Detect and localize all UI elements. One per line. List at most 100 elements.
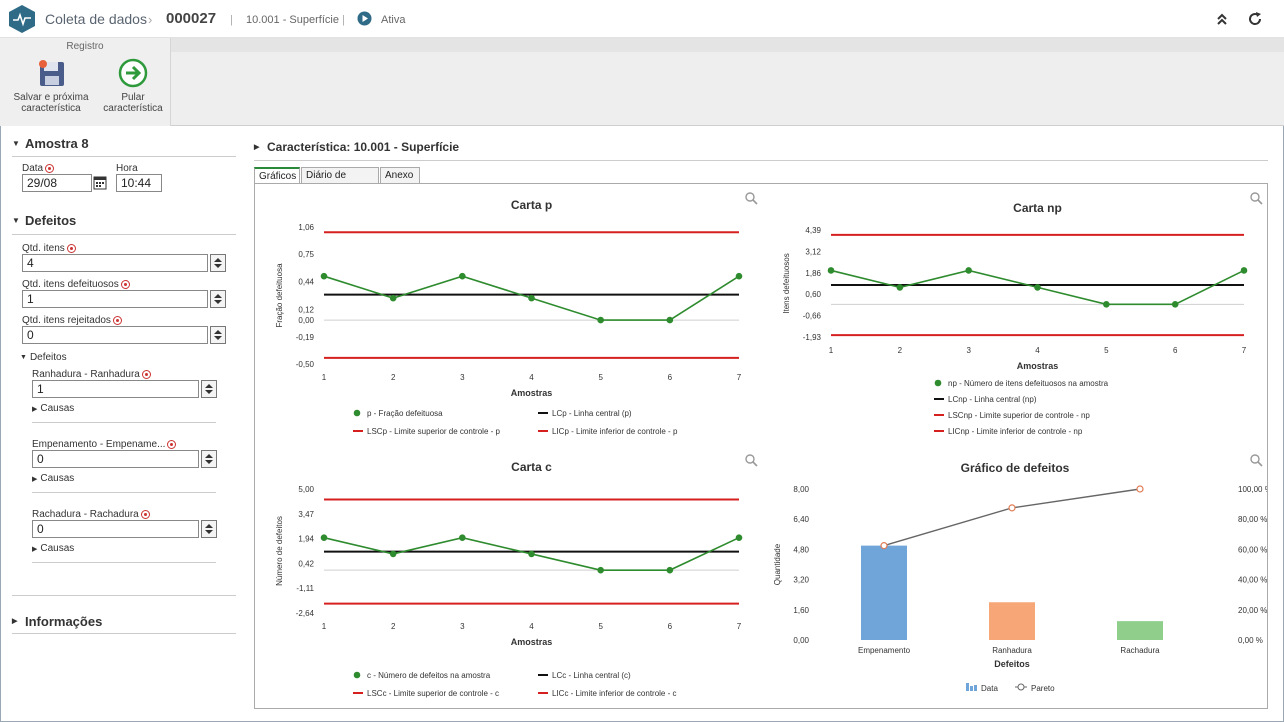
y-tick-label: 0,75 <box>298 250 314 259</box>
data-point <box>1171 301 1179 308</box>
y-tick-label: -1,11 <box>296 584 314 593</box>
y-tick-label: -2,64 <box>296 609 315 618</box>
info-section-header[interactable]: ▶ Informações <box>12 612 238 630</box>
x-tick-label: 7 <box>1242 346 1247 355</box>
legend-label: np - Número de itens defeituosos na amos… <box>948 379 1109 388</box>
characteristic-header[interactable]: ▶ Característica: 10.001 - Superfície <box>254 138 1268 156</box>
defect-qty-stepper[interactable] <box>201 450 217 468</box>
charts-canvas: Carta p1,060,750,440,120,00-0,19-0,501 2 3… <box>275 192 1267 698</box>
x-axis-label: Amostras <box>1017 361 1059 371</box>
zoom-icon[interactable] <box>1250 454 1263 467</box>
collapse-up-icon[interactable] <box>1213 10 1231 28</box>
qty-rejected-label: Qtd. itens rejeitados <box>22 315 122 326</box>
qty-items-label: Qtd. itens <box>22 243 76 254</box>
pareto-point <box>1008 504 1016 512</box>
defect-qty-stepper[interactable] <box>201 520 217 538</box>
data-point <box>735 272 743 280</box>
skip-label-1: Pular <box>121 92 145 103</box>
data-point <box>666 566 674 574</box>
data-point <box>320 534 328 541</box>
qty-items-stepper[interactable] <box>210 254 226 272</box>
left-panel: ▼ Amostra 8 Data 29/08 Hora 10:44 ▼ Defeit… <box>12 134 238 634</box>
x-tick-label: 3 <box>460 373 465 382</box>
zoom-icon[interactable] <box>1250 192 1263 205</box>
legend-label: LCp - Linha central (p) <box>552 409 632 418</box>
x-tick-label: 7 <box>737 373 742 382</box>
tab-anexo[interactable]: Anexo <box>380 167 420 184</box>
data-point <box>320 272 328 280</box>
causes-toggle[interactable]: ▶ Causas <box>32 473 74 484</box>
skip-button[interactable]: Pular característica <box>96 56 170 114</box>
data-point <box>459 272 466 280</box>
zoom-icon-lens <box>1250 192 1260 202</box>
x-tick-label: Rachadura <box>1120 646 1160 655</box>
zoom-icon[interactable] <box>745 454 758 467</box>
zoom-icon-handle <box>752 461 758 467</box>
time-input[interactable]: 10:44 <box>116 174 162 192</box>
qty-defective-input[interactable]: 1 <box>22 290 208 308</box>
data-point <box>528 550 535 558</box>
qty-items-input[interactable]: 4 <box>22 254 208 272</box>
module-title[interactable]: Coleta de dados <box>45 11 147 27</box>
defect-qty-input[interactable]: 1 <box>32 380 199 398</box>
y-tick-label: -0,19 <box>296 333 315 342</box>
y-tick-label: 0,00 <box>793 636 809 645</box>
defects-subsection-header[interactable]: ▼ Defeitos <box>20 352 238 363</box>
data-point <box>1240 267 1248 274</box>
causes-toggle[interactable]: ▶ Causas <box>32 543 74 554</box>
main-panel: ▶ Característica: 10.001 - Superfície <box>254 134 1268 161</box>
calendar-icon[interactable] <box>93 175 107 190</box>
x-tick-label: Ranhadura <box>992 646 1032 655</box>
pareto-point <box>1136 485 1144 493</box>
y2-tick-label: 20,00 % <box>1238 606 1267 615</box>
tab-diario-de-bordo[interactable]: Diário de bordo <box>301 167 379 196</box>
bar-chart-icon <box>970 686 973 691</box>
record-id: 000027 <box>166 10 217 27</box>
legend-label: LSCp - Limite superior de controle - p <box>367 427 501 436</box>
time-label: Hora <box>116 163 138 174</box>
qty-defective-stepper[interactable] <box>210 290 226 308</box>
y-tick-label: 3,12 <box>805 248 821 257</box>
caret-down-icon: ▼ <box>12 138 20 148</box>
data-point <box>1103 301 1110 308</box>
divider <box>12 234 236 235</box>
y-tick-label: 4,80 <box>793 545 809 554</box>
zoom-icon-lens <box>1250 454 1260 464</box>
x-tick-label: 2 <box>391 373 396 382</box>
date-input[interactable]: 29/08 <box>22 174 92 192</box>
y-tick-label: 0,12 <box>298 306 314 315</box>
defect-qty-input[interactable]: 0 <box>32 450 199 468</box>
required-icon <box>45 164 55 173</box>
causes-toggle[interactable]: ▶ Causas <box>32 403 74 414</box>
defect-qty-input[interactable]: 0 <box>32 520 199 538</box>
refresh-icon[interactable] <box>1246 10 1264 28</box>
ribbon-group-registro: Registro Salvar e próxima característica… <box>0 38 171 126</box>
save-next-button[interactable]: Salvar e próxima característica <box>6 56 96 114</box>
ribbon-group-label: Registro <box>66 41 104 52</box>
pareto-chart: Gráfico de defeitos 8,00 6,40 4,80 3,20 1,60 0… <box>773 461 1267 693</box>
arrow-right-circle-icon <box>118 58 148 88</box>
zoom-icon[interactable] <box>745 192 758 205</box>
x-tick-label: 5 <box>1104 346 1109 355</box>
charts-panel: Carta p 1,06 0,75 0,44 0,12 0,00 -0,19 -0,50 1 2 3… <box>254 183 1268 709</box>
legend-label: Pareto <box>1031 684 1055 693</box>
causes-label: Causas <box>40 543 75 554</box>
date-label: Data <box>22 163 55 174</box>
qty-rejected-input[interactable]: 0 <box>22 326 208 344</box>
divider: | <box>342 14 345 26</box>
required-icon <box>140 510 150 519</box>
sample-section-header[interactable]: ▼ Amostra 8 <box>12 134 238 152</box>
caret-right-icon: ▶ <box>32 475 38 483</box>
legend-marker <box>353 671 361 679</box>
y-tick-label: 0,00 <box>298 316 314 325</box>
tab-graficos[interactable]: Gráficos <box>254 167 300 184</box>
x-tick-label: 2 <box>898 346 903 355</box>
defect-qty-stepper[interactable] <box>201 380 217 398</box>
caret-down-icon: ▼ <box>20 354 27 361</box>
qty-rejected-stepper[interactable] <box>210 326 226 344</box>
x-tick-label: 4 <box>529 373 534 382</box>
y-tick-label: 1,86 <box>805 269 821 278</box>
defects-section-header[interactable]: ▼ Defeitos <box>12 211 238 229</box>
pareto-legend: Data Pareto <box>966 683 1055 693</box>
save-disk-icon <box>39 60 64 86</box>
